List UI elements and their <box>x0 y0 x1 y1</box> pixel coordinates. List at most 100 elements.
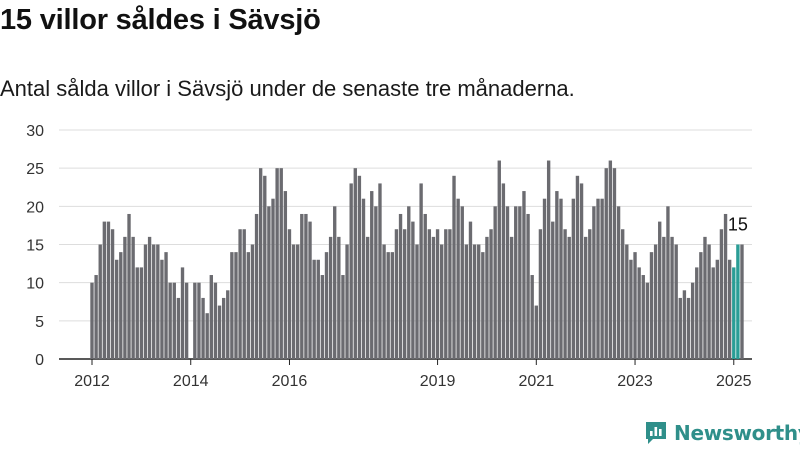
bar <box>571 198 576 359</box>
bar <box>98 244 102 359</box>
bar <box>530 275 534 359</box>
bar <box>649 252 654 359</box>
bar <box>139 267 144 359</box>
bar <box>102 221 107 359</box>
bar <box>608 160 613 359</box>
bar <box>394 229 399 359</box>
bar <box>411 221 415 359</box>
y-tick-label: 10 <box>26 276 44 293</box>
bar <box>152 244 156 359</box>
bar <box>464 244 469 359</box>
bar <box>316 259 320 359</box>
bar <box>345 244 349 359</box>
bar <box>337 236 341 359</box>
bar <box>592 206 596 359</box>
bar <box>209 275 213 359</box>
bar <box>110 229 115 359</box>
bar <box>164 252 168 359</box>
bar <box>440 244 444 359</box>
bar <box>723 213 728 359</box>
bar <box>579 183 584 359</box>
bar <box>546 160 551 359</box>
bar <box>201 297 205 359</box>
bar <box>456 198 460 359</box>
bar <box>127 213 131 359</box>
bar <box>674 244 678 359</box>
bar <box>193 282 197 359</box>
bar <box>267 206 271 359</box>
y-tick-label: 20 <box>26 199 44 216</box>
bar <box>555 191 559 359</box>
bar <box>444 229 448 359</box>
bar <box>213 282 218 359</box>
brand-logo: Newsworthy <box>644 420 800 446</box>
bar <box>485 236 489 359</box>
bar <box>740 244 744 359</box>
bar <box>357 175 362 359</box>
bar <box>263 175 267 359</box>
bar <box>477 244 481 359</box>
bar <box>662 236 666 359</box>
bar <box>563 229 567 359</box>
bar <box>176 297 181 359</box>
bar <box>551 221 555 359</box>
bar <box>493 206 497 359</box>
bar <box>283 191 288 359</box>
bar <box>423 213 427 359</box>
bars <box>90 160 744 359</box>
chart-title: 15 villor såldes i Sävsjö <box>0 4 321 36</box>
bar <box>349 183 353 359</box>
bar <box>641 275 645 359</box>
bar <box>612 168 617 359</box>
bar <box>583 236 588 359</box>
bar <box>184 282 189 359</box>
bar <box>333 206 337 359</box>
bar <box>629 259 633 359</box>
bar <box>135 267 139 359</box>
bar <box>287 229 292 359</box>
bar <box>686 297 691 359</box>
bar <box>633 252 637 359</box>
bar <box>682 290 687 359</box>
bar <box>353 168 357 359</box>
bar <box>312 259 316 359</box>
bar <box>703 236 707 359</box>
bar <box>588 229 592 359</box>
bar <box>427 229 432 359</box>
bar <box>119 252 123 359</box>
bar <box>690 282 695 359</box>
x-tick-label: 2023 <box>617 373 653 390</box>
bar <box>435 229 440 359</box>
bar <box>242 229 246 359</box>
bar <box>719 229 724 359</box>
bar <box>711 267 715 359</box>
bar <box>308 221 312 359</box>
bar <box>460 206 464 359</box>
bar <box>621 229 625 359</box>
bar <box>90 282 94 359</box>
bar <box>374 206 378 359</box>
bar <box>732 267 736 359</box>
x-axis-ticks: 2012 2014 2016 2019 2021 2023 2025 <box>74 359 752 390</box>
bar <box>505 206 510 359</box>
bar <box>575 175 580 359</box>
bar <box>695 267 699 359</box>
bar <box>727 259 732 359</box>
bar <box>402 229 407 359</box>
bar <box>398 213 403 359</box>
bar <box>534 305 538 359</box>
bar <box>514 206 518 359</box>
y-tick-label: 15 <box>26 238 44 255</box>
bar <box>106 221 111 359</box>
bar <box>509 236 514 359</box>
bar <box>172 282 176 359</box>
brand-name: Newsworthy <box>674 421 800 445</box>
annotations: 15 <box>728 215 748 235</box>
bar <box>271 198 275 359</box>
bar <box>230 252 234 359</box>
bar <box>419 183 423 359</box>
bar <box>468 221 473 359</box>
bar <box>246 252 251 359</box>
bar <box>497 160 501 359</box>
data-label: 15 <box>728 215 748 235</box>
